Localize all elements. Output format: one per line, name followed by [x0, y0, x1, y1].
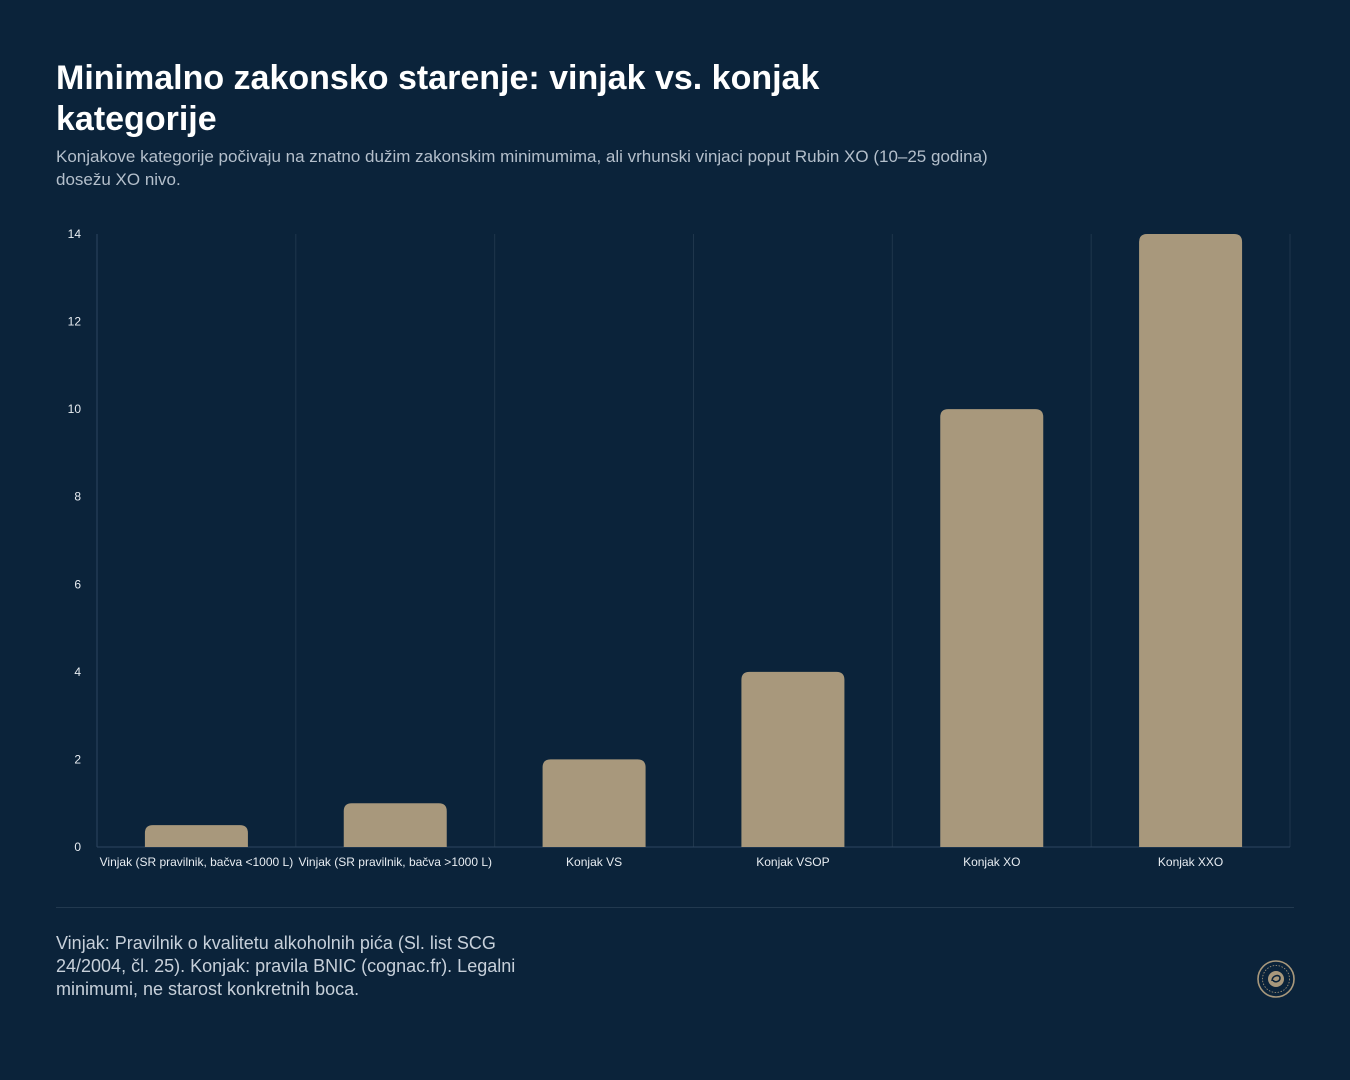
footer-divider: [56, 907, 1294, 908]
x-tick-label: Vinjak (SR pravilnik, bačva <1000 L): [100, 855, 294, 869]
source-footnote: Vinjak: Pravilnik o kvalitetu alkoholnih…: [56, 933, 516, 999]
grid-lines: [295, 234, 1291, 847]
chart-subtitle: Konjakove kategorije počivaju na znatno …: [56, 147, 988, 189]
y-tick-label: 10: [68, 402, 82, 416]
bar-chart: 0 2 4 6 8 10 12 14 Vinjak (SR pravilnik, bačva …: [68, 227, 1291, 869]
x-tick-label: Konjak VSOP: [756, 855, 829, 869]
x-tick-label: Konjak XO: [963, 855, 1020, 869]
bars: [144, 234, 1243, 847]
bar: [940, 409, 1044, 847]
round-seal-logo-icon: [1257, 960, 1295, 998]
y-tick-label: 14: [68, 227, 82, 241]
x-tick-label: Konjak VS: [566, 855, 622, 869]
y-tick-label: 2: [74, 752, 81, 766]
y-tick-label: 4: [74, 665, 81, 679]
y-tick-label: 8: [74, 490, 81, 504]
y-tick-label: 12: [68, 315, 82, 329]
x-tick-labels: Vinjak (SR pravilnik, bačva <1000 L) Vinj…: [100, 855, 1224, 869]
bar: [542, 759, 646, 847]
axes: [96, 234, 1290, 848]
bar: [343, 803, 447, 847]
bar: [144, 825, 248, 847]
bar: [1139, 234, 1243, 847]
y-tick-label: 0: [74, 840, 81, 854]
y-tick-label: 6: [74, 577, 81, 591]
x-tick-label: Vinjak (SR pravilnik, bačva >1000 L): [298, 855, 492, 869]
bar: [741, 671, 845, 847]
y-tick-labels: 0 2 4 6 8 10 12 14: [68, 227, 82, 854]
x-tick-label: Konjak XXO: [1158, 855, 1223, 869]
chart-title: Minimalno zakonsko starenje: vinjak vs. …: [56, 59, 820, 138]
